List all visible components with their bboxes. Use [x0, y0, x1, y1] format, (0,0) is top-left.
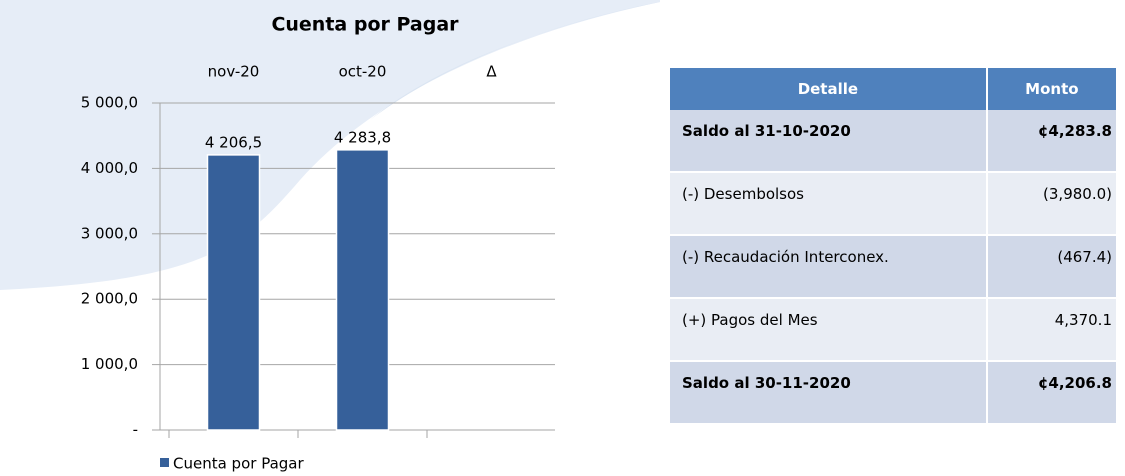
table-cell: (467.4) [986, 235, 1119, 299]
background-swoosh [0, 0, 660, 290]
table-cell: 4,370.1 [986, 298, 1119, 362]
table-cell: (+) Pagos del Mes [670, 298, 988, 362]
category-label: nov-20 [208, 63, 260, 81]
table-row: (+) Pagos del Mes 4,370.1 [670, 298, 1119, 362]
category-label: Δ [486, 63, 497, 81]
table-row: (-) Desembolsos (3,980.0) [670, 172, 1119, 236]
table-row: (-) Recaudación Interconex. (467.4) [670, 235, 1119, 299]
table-cell: ¢4,283.8 [986, 110, 1119, 173]
bar [335, 149, 390, 431]
bar [206, 154, 261, 431]
y-tick-label: - [133, 421, 138, 439]
table-cell: (3,980.0) [986, 172, 1119, 236]
header-cell: Monto [986, 68, 1119, 110]
table-cell: (-) Desembolsos [670, 172, 988, 236]
legend-swatch [160, 458, 169, 467]
header-cell: Detalle [670, 68, 988, 110]
table-cell: (-) Recaudación Interconex. [670, 235, 988, 299]
y-tick-label: 4 000,0 [81, 159, 138, 177]
chart: Cuenta por Pagar - 1 000,0 2 000,0 3 000,0 4… [0, 0, 660, 473]
y-tick-label: 3 000,0 [81, 224, 138, 242]
chart-title: Cuenta por Pagar [271, 14, 459, 36]
data-label: 4 283,8 [334, 128, 391, 146]
y-tick-label: 2 000,0 [81, 290, 138, 308]
table-cell: Saldo al 31-10-2020 [670, 110, 988, 173]
category-label: oct-20 [339, 63, 387, 81]
table: Detalle Monto Saldo al 31-10-2020 ¢4,283.8(… [670, 68, 1119, 425]
table-row: Saldo al 31-10-2020 ¢4,283.8 [670, 110, 1119, 173]
table-row: Saldo al 30-11-2020 ¢4,206.8 [670, 361, 1119, 425]
legend-label: Cuenta por Pagar [173, 455, 304, 473]
table-header: Detalle Monto [670, 68, 1119, 110]
table-cell: Saldo al 30-11-2020 [670, 361, 988, 425]
y-tick-label: 5 000,0 [81, 94, 138, 112]
y-tick-label: 1 000,0 [81, 355, 138, 373]
data-label: 4 206,5 [205, 133, 262, 151]
table-cell: ¢4,206.8 [986, 361, 1119, 425]
